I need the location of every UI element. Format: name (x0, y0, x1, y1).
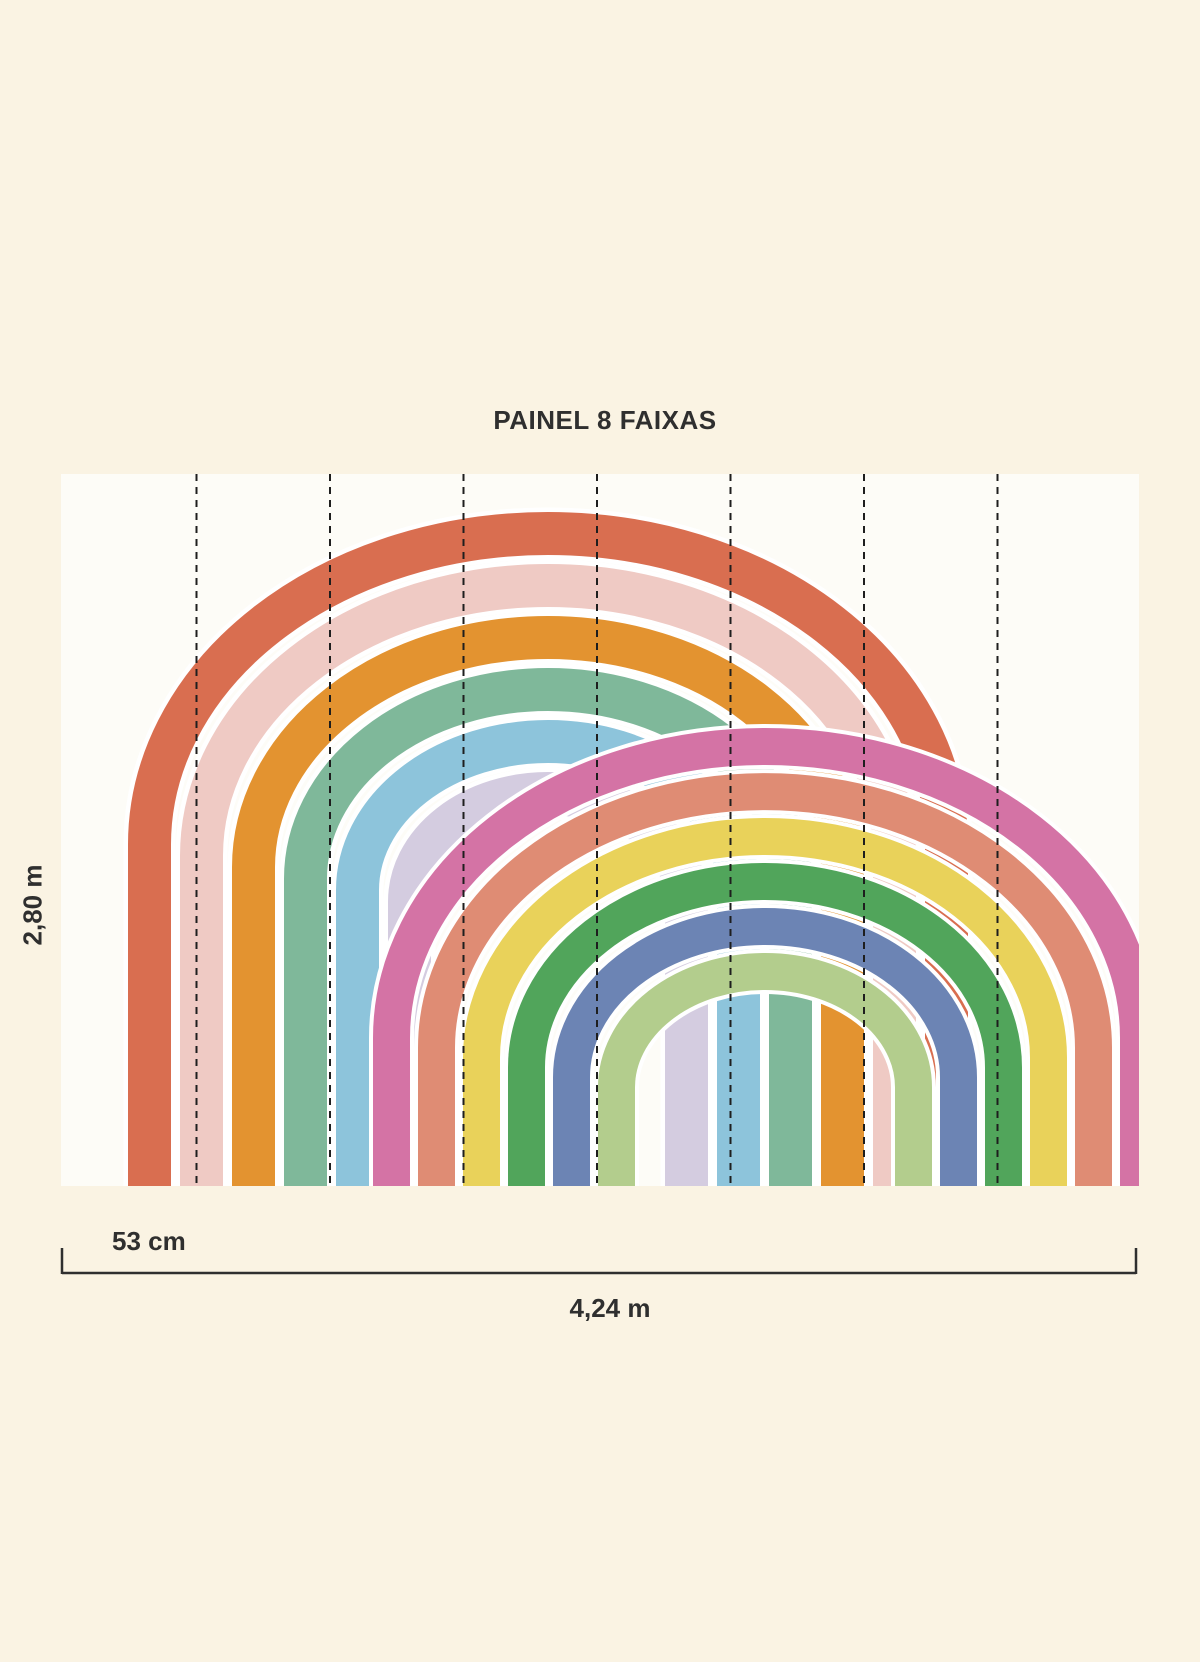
front-rainbow-band-6 (598, 953, 932, 1186)
front-rainbow-band-3 (463, 818, 1067, 1186)
height-dimension-label: 2,80 m (17, 864, 48, 946)
front-rainbow-band-2 (418, 773, 1112, 1186)
front-rainbow-band-5 (553, 908, 977, 1186)
front-rainbow-band-1 (373, 728, 1139, 1186)
front-rainbow (369, 724, 1139, 1186)
front-rainbow-band-4 (508, 863, 1022, 1186)
panel-title: PAINEL 8 FAIXAS (493, 405, 717, 435)
strip-divider-lines (195, 474, 999, 1186)
width-dimension-label: 4,24 m (569, 1293, 651, 1323)
strip-width-label: 53 cm (112, 1226, 186, 1256)
width-dimension-line (60, 1248, 1138, 1275)
back-rainbow-band-1 (128, 512, 968, 1186)
